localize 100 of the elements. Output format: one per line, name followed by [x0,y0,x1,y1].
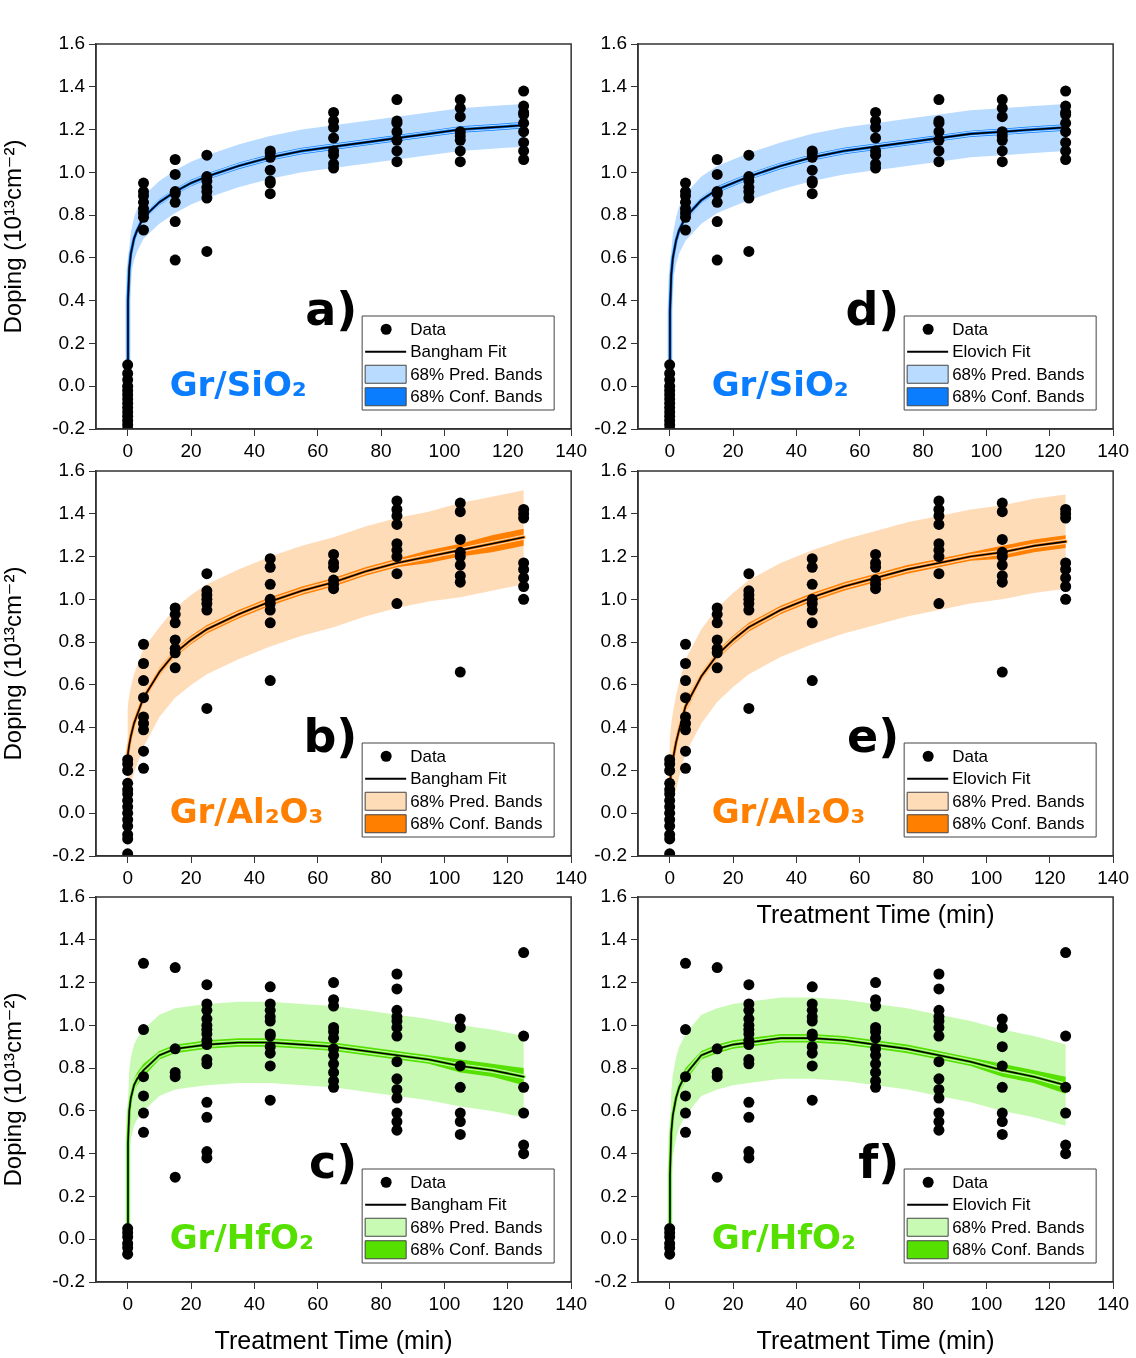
y-tick-label: 1.6 [600,885,627,907]
x-tick-label: 80 [370,439,392,461]
legend-label: 68% Conf. Bands [952,387,1085,407]
y-tick-label: 0.8 [58,1056,85,1078]
x-tick-label: 0 [664,1292,675,1314]
x-tick-label: 0 [664,439,675,461]
y-tick-label: 1.0 [600,160,627,182]
legend-label: Data [952,1172,989,1192]
y-axis-title: Doping (10¹³cm⁻²) [0,992,27,1187]
y-tick-label: 1.4 [600,75,628,97]
x-tick-label: 40 [785,866,807,888]
y-tick-label: 1.0 [58,1013,85,1035]
annotation: a) [305,282,358,337]
y-tick-label: 1.2 [58,117,85,139]
annotation: Gr/SiO₂ [169,364,307,405]
y-tick-label: 1.6 [58,885,85,907]
x-tick-label: 100 [428,1292,461,1314]
y-tick-label: -0.2 [52,417,85,439]
x-tick-label: 60 [307,439,329,461]
y-tick-label: 1.4 [600,502,628,524]
y-tick-label: -0.2 [594,844,627,866]
x-tick-label: 80 [370,866,392,888]
x-axis-title: Treatment Time (min) [756,899,995,928]
x-tick-label: 20 [722,1292,744,1314]
annotation: Gr/SiO₂ [711,364,849,405]
x-axis-title: Treatment Time (min) [214,1325,453,1354]
y-tick-label: 1.0 [58,587,85,609]
y-tick-label: 1.6 [600,32,627,54]
legend-label: 68% Pred. Bands [952,1217,1085,1237]
x-tick-label: 40 [785,439,807,461]
legend-label: Data [410,319,447,339]
x-tick-label: 80 [912,866,934,888]
legend-label: Bangham Fit [410,342,507,362]
y-tick-label: 0.8 [58,203,85,225]
y-tick-label: 0.4 [58,1141,86,1163]
x-tick-label: 40 [243,439,265,461]
x-tick-label: 40 [785,1292,807,1314]
y-tick-label: 1.4 [600,928,628,950]
y-tick-label: 0.2 [600,1184,627,1206]
x-tick-label: 120 [1033,439,1066,461]
y-tick-label: 1.6 [58,459,85,481]
y-tick-label: 1.0 [600,1013,627,1035]
y-tick-label: 0.4 [58,288,86,310]
y-tick-label: 1.6 [58,32,85,54]
y-tick-label: 1.0 [58,160,85,182]
y-tick-label: 0.6 [58,673,85,695]
y-tick-label: 0.2 [600,331,627,353]
legend-label: Elovich Fit [952,769,1031,789]
x-tick-label: 100 [428,866,461,888]
y-tick-label: 0.4 [58,715,86,737]
legend-label: Data [952,319,989,339]
x-tick-label: 60 [307,1292,329,1314]
y-tick-label: 0.8 [600,203,627,225]
x-tick-label: 20 [180,866,202,888]
legend-label: 68% Pred. Bands [952,364,1085,384]
x-tick-label: 40 [243,866,265,888]
y-tick-label: 0.2 [58,331,85,353]
y-tick-label: -0.2 [594,1270,627,1292]
y-tick-label: 1.2 [600,117,627,139]
legend-label: 68% Pred. Bands [410,1217,543,1237]
y-tick-label: 0.6 [600,246,627,268]
x-tick-label: 100 [428,439,461,461]
y-tick-label: 0.8 [600,630,627,652]
annotation: c) [309,1135,358,1190]
y-axis-title: Doping (10¹³cm⁻²) [0,566,27,761]
annotation: b) [303,709,358,764]
y-tick-label: 0.4 [600,715,628,737]
y-tick-label: 0.0 [600,801,627,823]
x-tick-label: 40 [243,1292,265,1314]
x-tick-label: 0 [664,866,675,888]
legend-label: Elovich Fit [952,1195,1031,1215]
y-tick-label: 0.0 [58,801,85,823]
y-tick-label: 0.8 [58,630,85,652]
x-tick-label: 140 [1097,1292,1129,1314]
annotation: d) [845,282,900,337]
x-tick-label: 120 [1033,866,1066,888]
y-tick-label: 0.0 [600,1227,627,1249]
x-tick-label: 140 [555,866,587,888]
annotation: Gr/HfO₂ [169,1217,314,1258]
x-tick-label: 100 [970,866,1003,888]
legend-label: 68% Conf. Bands [410,1240,543,1260]
y-tick-label: 0.4 [600,1141,628,1163]
y-tick-label: 0.0 [58,1227,85,1249]
y-tick-label: -0.2 [52,844,85,866]
y-tick-label: 1.2 [58,970,85,992]
x-tick-label: 120 [491,1292,524,1314]
x-tick-label: 140 [555,439,587,461]
y-tick-label: 0.0 [600,374,627,396]
x-axis-title: Treatment Time (min) [756,1325,995,1354]
legend-label: 68% Pred. Bands [410,791,543,811]
x-tick-label: 20 [180,1292,202,1314]
y-tick-label: 0.6 [600,673,627,695]
x-tick-label: 80 [912,439,934,461]
y-tick-label: 0.6 [58,246,85,268]
x-tick-label: 20 [722,439,744,461]
x-tick-label: 20 [722,866,744,888]
y-tick-label: 0.8 [600,1056,627,1078]
x-tick-label: 140 [1097,866,1129,888]
annotation: e) [847,709,900,764]
legend-label: Elovich Fit [952,342,1031,362]
